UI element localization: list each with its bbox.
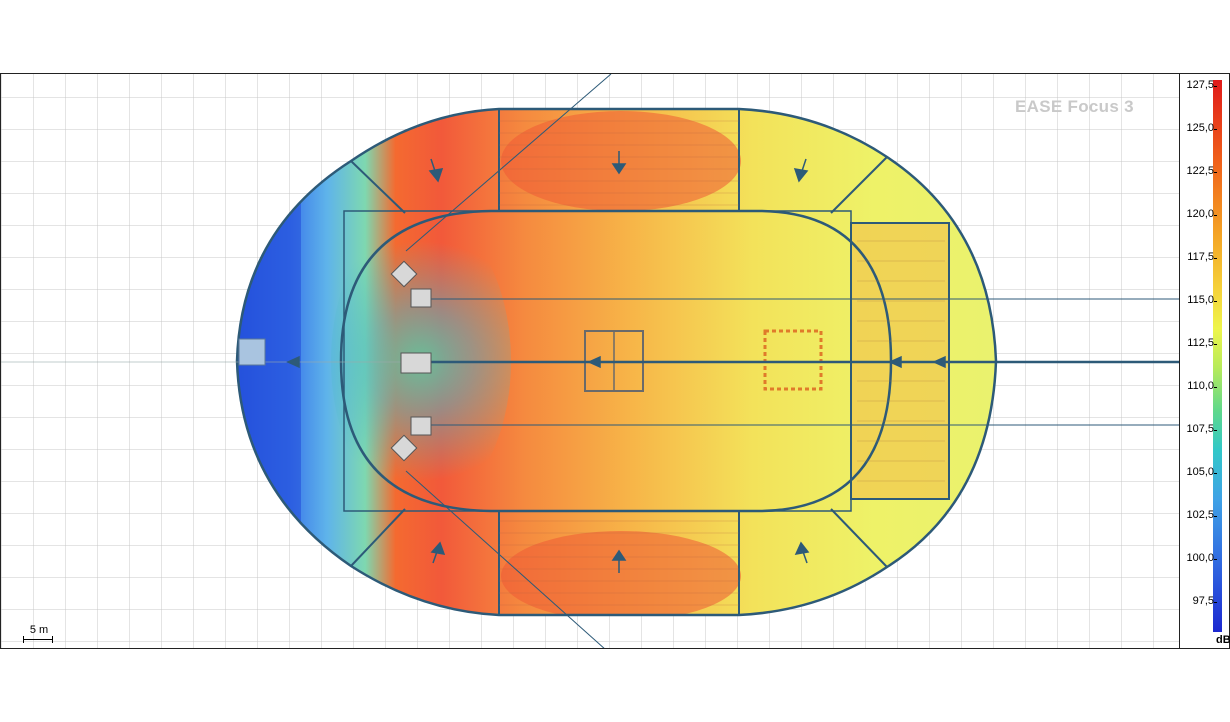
spl-map-view[interactable]: EASE Focus 3 5 m xyxy=(0,73,1180,649)
legend-tick: 112,5 xyxy=(1180,337,1217,349)
legend-tick: 97,5 xyxy=(1180,595,1217,607)
stand-divisions xyxy=(350,109,888,615)
color-legend: 127,5 125,0 122,5 120,0 117,5 115,0 112,… xyxy=(1180,73,1230,649)
legend-tick: 107,5 xyxy=(1180,423,1217,435)
legend-tick: 125,0 xyxy=(1180,122,1217,134)
legend-color-bar xyxy=(1213,80,1222,632)
speaker-icon xyxy=(390,260,432,462)
legend-tick: 122,5 xyxy=(1180,165,1217,177)
stadium-coverage-map xyxy=(1,74,1179,648)
legend-tick: 117,5 xyxy=(1180,251,1217,263)
legend-tick: 100,0 xyxy=(1180,552,1217,564)
legend-tick: 102,5 xyxy=(1180,509,1217,521)
legend-tick: 120,0 xyxy=(1180,208,1217,220)
app-watermark: EASE Focus 3 xyxy=(1015,97,1134,116)
scale-bar: 5 m xyxy=(23,624,55,644)
legend-unit: dB xyxy=(1216,634,1230,646)
axis-origin-icon xyxy=(238,338,266,366)
legend-tick: 105,0 xyxy=(1180,466,1217,478)
legend-tick: 127,5 xyxy=(1180,79,1217,91)
scale-label: 5 m xyxy=(29,624,49,636)
legend-tick: 110,0 xyxy=(1180,380,1217,392)
legend-tick: 115,0 xyxy=(1180,294,1217,306)
scale-line xyxy=(23,636,53,643)
direction-arrow-icon xyxy=(286,151,946,573)
foh-position xyxy=(763,329,823,391)
